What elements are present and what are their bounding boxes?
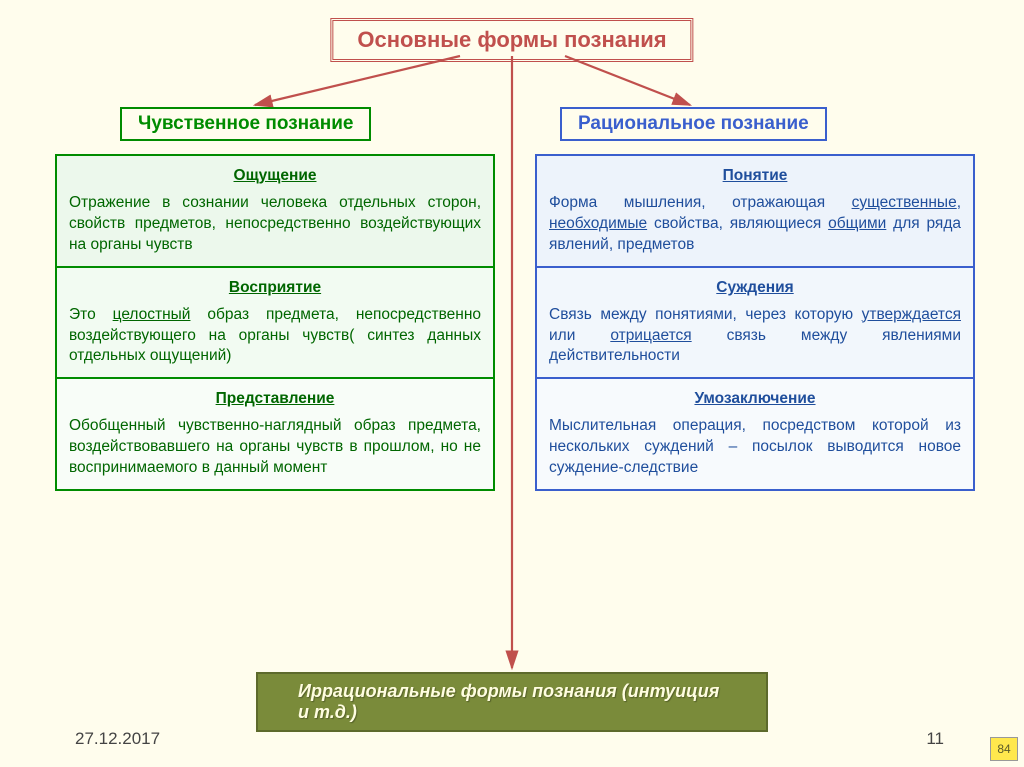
bottom-box: Иррациональные формы познания (интуиция … (256, 672, 768, 732)
left-cell-2: Восприятие Это целостный образ предмета,… (55, 268, 495, 380)
left-heading: Чувственное познание (120, 107, 371, 141)
cell-body: Мыслительная операция, посредством котор… (549, 416, 961, 479)
corner-badge: 84 (990, 737, 1018, 761)
cell-body: Обобщенный чувственно-наглядный образ пр… (69, 416, 481, 479)
right-column: Понятие Форма мышления, отражающая сущес… (535, 154, 975, 491)
left-column: Ощущение Отражение в сознании человека о… (55, 154, 495, 491)
right-cell-3: Умозаключение Мыслительная операция, пос… (535, 379, 975, 491)
cell-body: Это целостный образ предмета, непосредст… (69, 305, 481, 368)
footer-date: 27.12.2017 (75, 729, 160, 749)
right-heading: Рациональное познание (560, 107, 827, 141)
main-title: Основные формы познания (330, 18, 693, 62)
left-cell-3: Представление Обобщенный чувственно-нагл… (55, 379, 495, 491)
right-cell-1: Понятие Форма мышления, отражающая сущес… (535, 154, 975, 268)
cell-title: Суждения (549, 278, 961, 299)
left-cell-1: Ощущение Отражение в сознании человека о… (55, 154, 495, 268)
cell-body: Отражение в сознании человека отдельных … (69, 193, 481, 256)
cell-body: Форма мышления, отражающая существенные,… (549, 193, 961, 256)
cell-title: Восприятие (69, 278, 481, 299)
cell-body: Связь между понятиями, через которую утв… (549, 305, 961, 368)
cell-title: Представление (69, 389, 481, 410)
footer-page: 11 (926, 729, 944, 749)
cell-title: Понятие (549, 166, 961, 187)
cell-title: Умозаключение (549, 389, 961, 410)
right-cell-2: Суждения Связь между понятиями, через ко… (535, 268, 975, 380)
cell-title: Ощущение (69, 166, 481, 187)
